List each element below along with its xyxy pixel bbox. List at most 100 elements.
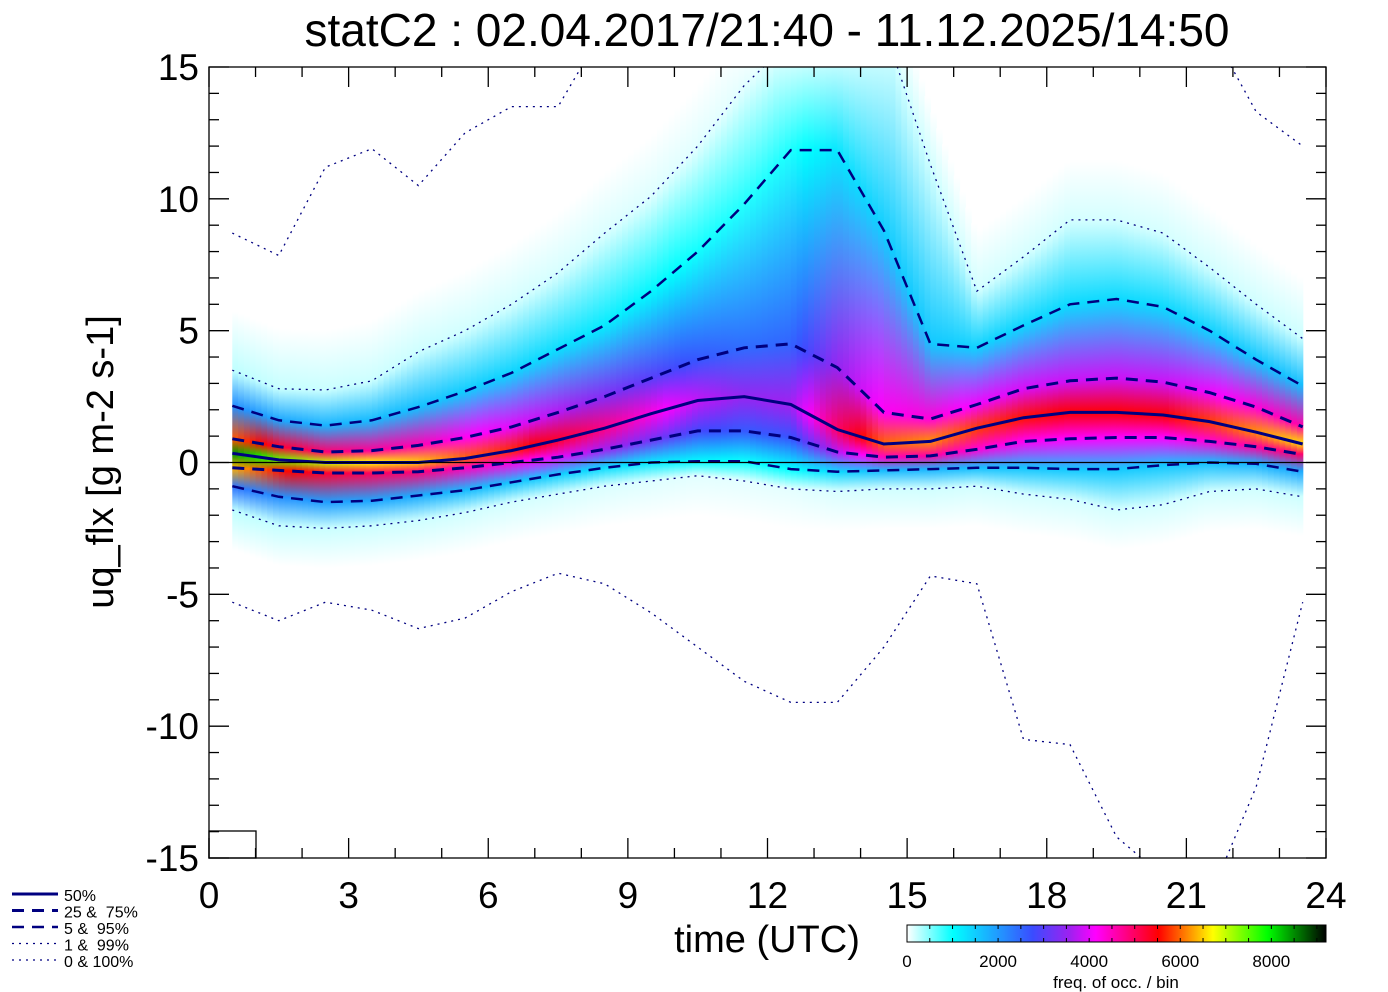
heatmap-cell [773,67,780,527]
heatmap-cell [331,328,338,568]
heatmap-cell [412,293,420,561]
heatmap-cell [243,315,251,555]
heatmap-cell [453,274,460,555]
x-tick-label: 3 [338,875,359,916]
heatmap-cell [947,159,955,528]
heatmap-cell [680,101,687,518]
heatmap-cell [1104,159,1112,548]
heatmap-cell [447,277,454,556]
heatmap-cell [1064,162,1071,540]
heatmap-cell [1291,272,1298,536]
heatmap-cell [1128,164,1135,549]
heatmap-cell [441,279,449,557]
legend: 50%25 & 75%5 & 95%1 & 99%0 & 100% [12,888,138,971]
heatmap-cell [872,67,879,530]
x-tick-label: 21 [1166,875,1207,916]
heatmap-cell [430,285,437,559]
heatmap-cell [622,156,629,524]
heatmap-cell [255,320,262,559]
legend-label: 25 & 75% [64,905,138,922]
heatmap-cell [238,313,245,553]
colorbar-scale [906,924,1327,943]
heatmap-cell [1203,205,1211,533]
heatmap-cell [435,282,443,558]
heatmap-cell [499,249,507,545]
percentile-line-99pct [232,67,1304,391]
x-tick-label: 6 [478,875,499,916]
heatmap-cell [616,161,623,525]
heatmap-cell [1116,160,1123,550]
colorbar-tick-label: 8000 [1252,952,1290,971]
heatmap-cell [1180,188,1187,539]
heatmap-cell [1134,165,1141,548]
density-heatmap [232,67,1304,569]
heatmap-cell [703,74,710,517]
y-tick-label: -15 [146,838,199,879]
colorbar-tick-label: 2000 [979,952,1017,971]
heatmap-cell [517,238,524,541]
heatmap-cell [959,191,966,528]
heatmap-cell [464,269,472,552]
heatmap-cell [1099,159,1106,547]
heatmap-cell [1238,232,1246,530]
heatmap-cell [1000,211,1007,531]
heatmap-cell [843,67,850,532]
heatmap-cell [895,67,902,529]
heatmap-cell [976,228,984,527]
heatmap-cell [587,185,594,529]
heatmap-cell [726,67,734,520]
heatmap-cell [1174,183,1182,541]
heatmap-cell [814,67,821,531]
heatmap-cell [674,108,681,518]
y-tick-label: 10 [158,179,199,220]
heatmap-cell [924,95,931,529]
heatmap-cell [313,329,321,568]
heatmap-cell [744,67,751,522]
heatmap-cell [1163,175,1170,544]
heatmap-cell [1006,207,1013,532]
heatmap-cell [406,297,414,562]
heatmap-cell [656,126,664,520]
heatmap-cell [796,67,804,530]
heatmap-cell [1232,228,1240,531]
heatmap-cell [918,78,926,529]
chart-title: statC2 : 02.04.2017/21:40 - 11.12.2025/1… [305,4,1230,56]
heatmap-cell [592,180,600,528]
heatmap-cell [1035,185,1042,536]
heatmap-cell [994,216,1001,530]
heatmap-cell [383,311,390,565]
heatmap-cell [552,214,559,535]
heatmap-cell [389,308,396,564]
heatmap-cell [1046,176,1054,538]
heatmap-cell [1151,170,1158,546]
heatmap-cell [1017,198,1025,534]
legend-label: 50% [64,888,96,905]
heatmap-cell [825,67,833,532]
heatmap-cell [761,67,769,525]
x-tick-label: 18 [1026,875,1067,916]
heatmap-cell [494,252,501,546]
heatmap-cell [750,67,757,523]
heatmap-cell [860,67,868,531]
heatmap-cell [604,170,612,526]
heatmap-cell [1029,189,1036,536]
heatmap-cell [848,67,856,531]
heatmap-cell [627,152,635,524]
percentile-line-0pct [232,572,1304,858]
heatmap-cell [395,304,402,563]
heatmap-cell [232,311,239,551]
heatmap-cell [610,166,617,526]
heatmap-cell [360,322,367,567]
heatmap-cell [686,95,693,517]
heatmap-cell [1296,276,1304,537]
heatmap-cell [1250,241,1257,530]
heatmap-cell [988,220,995,529]
y-tick-label: 0 [178,443,199,484]
heatmap-cell [505,245,513,543]
heatmap-cell [1052,171,1059,538]
heatmap-cell [546,218,553,536]
heatmap-cell [1215,214,1222,532]
heatmap-cell [883,67,891,529]
heatmap-cell [1198,200,1205,534]
heatmap-cell [354,323,361,567]
